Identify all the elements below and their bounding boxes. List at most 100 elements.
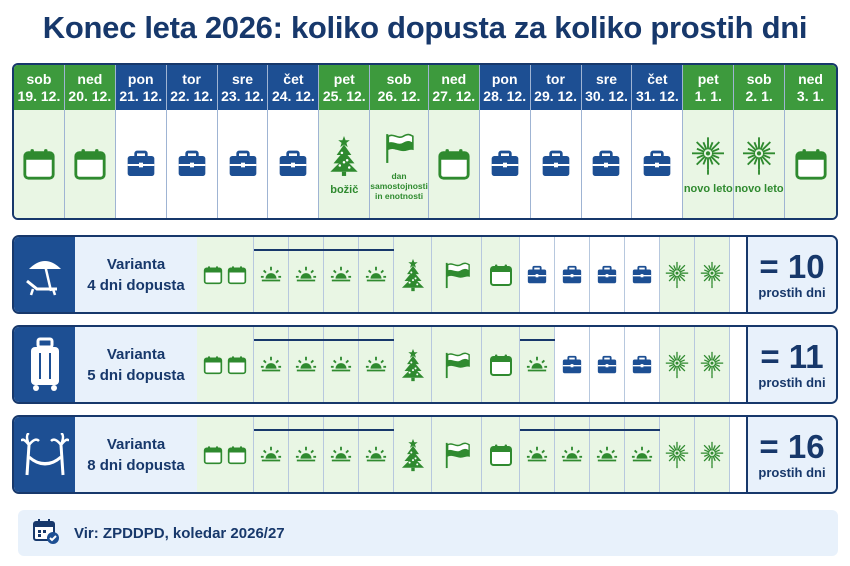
day-date: 20. 12. — [68, 87, 112, 104]
weekend-day — [482, 417, 520, 492]
work-day — [590, 237, 625, 312]
variant-3: Varianta 8 dni dopusta — [12, 415, 838, 494]
total-label: prostih dni — [758, 285, 826, 300]
day-caption: božič — [330, 184, 359, 196]
day-header: tor 22. 12. — [166, 65, 217, 110]
day-of-week: pet — [697, 70, 719, 87]
total-number: = 10 — [759, 248, 825, 285]
day-6: pet 25. 12. božič — [319, 65, 371, 218]
day-header: pon 21. 12. — [115, 65, 166, 110]
weekend-day — [482, 237, 520, 312]
day-of-week: tor — [546, 70, 565, 87]
day-11: sre 30. 12. — [581, 65, 633, 218]
briefcase-icon — [176, 148, 208, 185]
weekend-day — [482, 327, 520, 402]
day-body — [785, 110, 836, 218]
day-12: čet 31. 12. — [632, 65, 684, 218]
beach-chair-icon — [14, 237, 75, 312]
day-body — [479, 110, 530, 218]
day-2: pon 21. 12. — [115, 65, 167, 218]
day-8: ned 27. 12. — [428, 65, 480, 218]
day-7: sob 26. 12. dan samostojnosti in enotnos… — [370, 65, 429, 218]
day-15: ned 3. 1. — [785, 65, 836, 218]
day-caption: dan samostojnosti in enotnosti — [370, 170, 428, 201]
day-date: 19. 12. — [17, 87, 61, 104]
day-of-week: sre — [595, 70, 617, 87]
fireworks-icon — [660, 237, 695, 312]
day-of-week: ned — [798, 70, 823, 87]
variant-days-row — [197, 417, 749, 492]
briefcase-icon — [277, 148, 309, 185]
calendar-strip: sob 19. 12. ned 20. 12. pon 21. 12. — [12, 63, 838, 220]
christmas-tree-icon — [328, 135, 360, 182]
variant-total: = 10 prostih dni — [746, 237, 836, 312]
flag-icon — [432, 237, 482, 312]
variant-label: Varianta 4 dni dopusta — [75, 237, 197, 312]
day-header: ned 27. 12. — [428, 65, 479, 110]
day-10: tor 29. 12. — [530, 65, 582, 218]
work-day — [555, 237, 590, 312]
flag-icon — [432, 327, 482, 402]
day-body — [581, 110, 632, 218]
day-3: tor 22. 12. — [166, 65, 218, 218]
fireworks-icon — [688, 136, 728, 181]
variant-days: 8 dni dopusta — [87, 456, 185, 474]
day-of-week: sob — [26, 70, 52, 87]
day-of-week: pon — [491, 70, 518, 87]
day-header: ned 20. 12. — [64, 65, 115, 110]
fireworks-icon — [739, 136, 779, 181]
fireworks-icon — [660, 417, 695, 492]
fireworks-icon — [660, 327, 695, 402]
day-date: 24. 12. — [271, 87, 315, 104]
calendar-icon — [794, 147, 828, 186]
day-of-week: sob — [386, 70, 412, 87]
day-header: pet 1. 1. — [683, 65, 734, 110]
variant-days-row — [197, 327, 749, 402]
day-date: 27. 12. — [432, 87, 476, 104]
vacation-bracket — [254, 339, 394, 341]
day-date: 31. 12. — [635, 87, 679, 104]
christmas-tree-icon — [394, 237, 432, 312]
day-of-week: sre — [231, 70, 254, 87]
variant-name: Varianta — [106, 435, 166, 453]
work-day — [520, 237, 555, 312]
day-body — [530, 110, 581, 218]
briefcase-icon — [227, 148, 259, 185]
variant-days-row — [197, 237, 749, 312]
fireworks-icon — [695, 417, 730, 492]
weekend-pair — [197, 327, 254, 402]
source-text: Vir: ZPDDPD, koledar 2026/27 — [74, 524, 285, 542]
day-header: pet 25. 12. — [319, 65, 370, 110]
day-date: 25. 12. — [322, 87, 366, 104]
day-date: 26. 12. — [377, 87, 421, 104]
day-header: tor 29. 12. — [530, 65, 581, 110]
day-header: sre 30. 12. — [581, 65, 632, 110]
day-body: novo leto — [734, 110, 785, 218]
work-day — [590, 327, 625, 402]
day-body — [268, 110, 319, 218]
day-date: 3. 1. — [796, 87, 825, 104]
day-9: pon 28. 12. — [479, 65, 531, 218]
day-header: čet 24. 12. — [268, 65, 319, 110]
day-header: čet 31. 12. — [632, 65, 683, 110]
day-date: 28. 12. — [483, 87, 527, 104]
calendar-check-icon — [32, 517, 60, 550]
day-of-week: pon — [127, 70, 154, 87]
vacation-bracket — [254, 429, 394, 431]
day-body: novo leto — [683, 110, 734, 218]
calendar-icon — [437, 147, 471, 186]
day-body — [64, 110, 115, 218]
day-date: 21. 12. — [119, 87, 163, 104]
day-header: sob 26. 12. — [370, 65, 428, 110]
suitcase-icon — [14, 327, 75, 402]
day-0: sob 19. 12. — [14, 65, 65, 218]
day-body — [217, 110, 268, 218]
hammock-icon — [14, 417, 75, 492]
day-of-week: pet — [333, 70, 355, 87]
total-label: prostih dni — [758, 465, 826, 480]
total-number: = 11 — [760, 338, 824, 375]
flag-icon — [432, 417, 482, 492]
day-header: sre 23. 12. — [217, 65, 268, 110]
variant-label: Varianta 8 dni dopusta — [75, 417, 197, 492]
briefcase-icon — [540, 148, 572, 185]
